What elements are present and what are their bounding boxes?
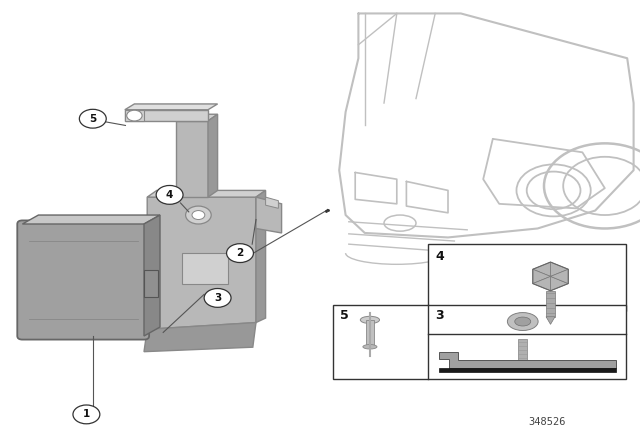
Polygon shape — [144, 323, 256, 352]
Text: 4: 4 — [166, 190, 173, 200]
Ellipse shape — [515, 317, 531, 326]
Polygon shape — [176, 121, 208, 197]
Bar — [182, 253, 228, 284]
Circle shape — [73, 405, 100, 424]
Bar — [366, 320, 374, 347]
Polygon shape — [550, 269, 568, 284]
Circle shape — [156, 185, 183, 204]
Bar — [439, 368, 616, 372]
Text: 4: 4 — [435, 250, 444, 263]
Polygon shape — [532, 276, 550, 291]
Polygon shape — [208, 114, 218, 197]
Ellipse shape — [363, 345, 377, 349]
Polygon shape — [147, 197, 256, 329]
Polygon shape — [256, 197, 282, 233]
Bar — [333, 305, 626, 379]
Polygon shape — [550, 276, 568, 291]
Circle shape — [192, 211, 205, 220]
Ellipse shape — [360, 316, 380, 323]
Text: 3: 3 — [214, 293, 221, 303]
Polygon shape — [125, 104, 218, 110]
Polygon shape — [266, 197, 278, 208]
Circle shape — [227, 244, 253, 263]
Circle shape — [204, 289, 231, 307]
Polygon shape — [125, 110, 144, 121]
Circle shape — [186, 206, 211, 224]
Polygon shape — [550, 262, 568, 276]
Bar — [144, 270, 158, 297]
Bar — [518, 340, 527, 362]
Bar — [428, 244, 626, 311]
Polygon shape — [439, 352, 616, 368]
Polygon shape — [125, 110, 208, 121]
FancyBboxPatch shape — [17, 220, 149, 340]
Polygon shape — [532, 262, 550, 276]
Polygon shape — [22, 215, 160, 224]
Polygon shape — [532, 269, 550, 284]
Circle shape — [127, 110, 142, 121]
Polygon shape — [546, 317, 555, 324]
Text: 5: 5 — [340, 309, 349, 322]
Polygon shape — [144, 215, 160, 336]
Circle shape — [79, 109, 106, 128]
Text: 1: 1 — [83, 409, 90, 419]
Text: 3: 3 — [435, 309, 444, 322]
Ellipse shape — [508, 313, 538, 331]
Polygon shape — [176, 114, 218, 121]
Text: 5: 5 — [89, 114, 97, 124]
Polygon shape — [256, 190, 266, 323]
Polygon shape — [147, 190, 266, 197]
Bar — [546, 291, 555, 317]
Text: 2: 2 — [236, 248, 244, 258]
Text: 348526: 348526 — [529, 417, 566, 427]
Polygon shape — [518, 362, 527, 369]
